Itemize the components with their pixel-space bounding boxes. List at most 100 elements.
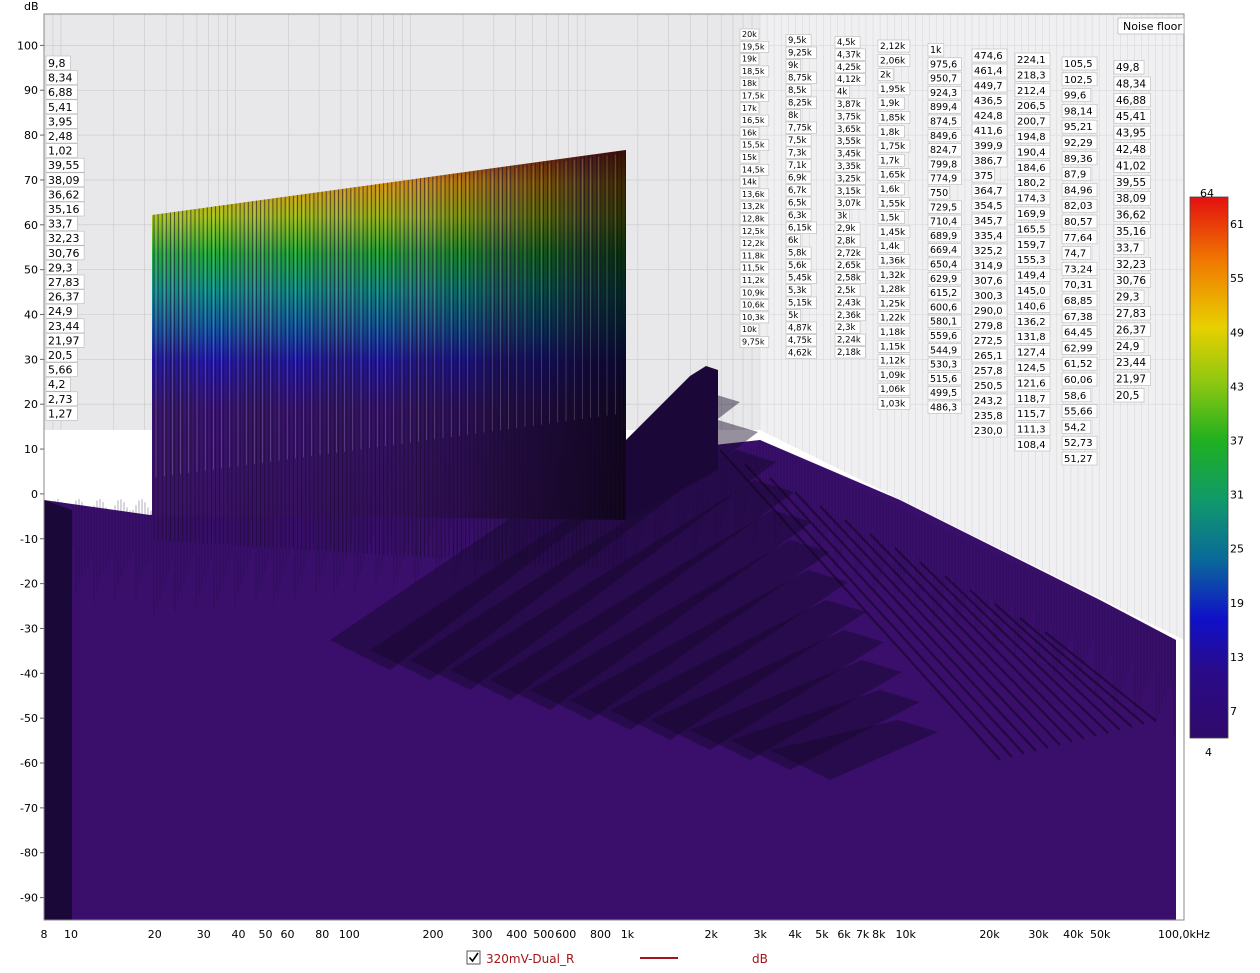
slice-label: 4,25k [837, 63, 861, 73]
slice-label: 5,6k [788, 261, 807, 271]
slice-label-box [834, 123, 866, 136]
slice-label: 184,6 [1017, 163, 1046, 174]
series-checkbox[interactable] [466, 950, 481, 965]
slice-label: 924,3 [930, 88, 957, 99]
slice-label: 325,2 [974, 246, 1003, 257]
x-tick-label: 80 [315, 928, 329, 941]
slice-label: 36,62 [1116, 210, 1146, 222]
harmonic-comb-lines [153, 150, 626, 570]
slice-label-box [785, 209, 812, 222]
slice-label: 26,37 [1116, 324, 1146, 336]
slice-label-box [1014, 114, 1051, 128]
x-tick-label: 30k [1028, 928, 1049, 941]
slice-label-box [927, 357, 962, 371]
slice-label-box [971, 63, 1008, 78]
slice-label-box [739, 213, 770, 225]
slice-label-box [834, 160, 866, 173]
slice-label: 774,9 [930, 174, 957, 185]
slice-label: 24,9 [1116, 341, 1139, 353]
slice-label-box [739, 28, 760, 41]
slice-label: 2,5k [837, 286, 856, 296]
slice-label: 14k [742, 178, 757, 187]
slice-label: 17k [742, 104, 757, 113]
x-tick-label: 8 [41, 928, 48, 941]
x-tick-label: 40k [1063, 928, 1084, 941]
slice-label-box [785, 321, 817, 334]
ridge-band [570, 570, 848, 730]
slice-label-box [834, 147, 866, 160]
slice-label: 335,4 [974, 231, 1003, 242]
slice-label-box [927, 314, 962, 329]
slice-label-box [1014, 376, 1051, 390]
slice-label-box [739, 200, 770, 213]
slice-label-box [877, 282, 911, 296]
slice-label: 212,4 [1017, 86, 1046, 97]
slice-label-box [877, 325, 911, 339]
slice-label-box [1061, 451, 1098, 466]
slice-label: 48,34 [1116, 78, 1146, 90]
slice-label: 36,62 [48, 188, 80, 201]
slice-label: 2,18k [837, 348, 861, 358]
slice-label: 544,9 [930, 345, 957, 356]
slice-label: 1,27 [48, 407, 73, 420]
slice-label: 1,6k [880, 185, 900, 195]
slice-label-box [971, 393, 1008, 408]
slice-label-box [877, 154, 905, 167]
slice-label-box [877, 354, 911, 367]
slice-label-box [45, 303, 78, 319]
slice-label-box [1113, 207, 1151, 222]
slice-label-box [927, 214, 962, 228]
slice-label: 9k [788, 61, 798, 71]
slice-label-box [971, 273, 1008, 288]
slice-label-box [834, 197, 866, 210]
slice-label-box [739, 53, 760, 65]
ridge-band [410, 450, 776, 690]
slice-label-box [785, 296, 817, 309]
slice-label-box [45, 406, 78, 421]
x-tick-label: 4k [788, 928, 802, 941]
ridge-band [770, 720, 938, 780]
slice-label: 9,75k [742, 338, 765, 347]
y-tick-label: -70 [20, 802, 38, 815]
ridge-line [1019, 617, 1145, 725]
slice-label-box [785, 259, 812, 272]
slice-label-box [739, 114, 770, 127]
slice-label: 15k [742, 153, 757, 162]
x-tick-label: 50k [1090, 928, 1111, 941]
slice-label-box [1014, 299, 1051, 313]
slice-label: 7,1k [788, 161, 807, 171]
slice-label-box [785, 109, 801, 122]
slice-label-box [834, 222, 861, 235]
slice-label: 689,9 [930, 231, 957, 242]
slice-label: 99,6 [1064, 91, 1086, 102]
slice-label: 2,3k [837, 323, 856, 333]
slice-label: 265,1 [974, 351, 1003, 362]
slice-label: 615,2 [930, 288, 957, 299]
slice-label-box [1061, 277, 1098, 292]
slice-label: 77,64 [1064, 233, 1093, 244]
slice-label: 1,45k [880, 228, 906, 238]
slice-label: 61,52 [1064, 359, 1093, 370]
slice-label-box [1061, 214, 1098, 229]
slice-label-box [971, 228, 1008, 243]
x-tick-label: 50 [258, 928, 272, 941]
slice-label: 8,5k [788, 86, 807, 96]
slice-label-box [877, 82, 911, 96]
slice-label-box [1061, 388, 1092, 403]
slice-label: 235,8 [974, 411, 1003, 422]
slice-label: 474,6 [974, 51, 1003, 62]
colorbar-label: 19 [1230, 597, 1244, 610]
slice-label-box [1113, 338, 1145, 354]
y-tick-label: 10 [24, 443, 38, 456]
slice-label: 27,83 [1116, 308, 1146, 320]
slice-label: 1,22k [880, 314, 906, 324]
slice-label-box [877, 168, 911, 181]
slice-label: 13,6k [742, 190, 765, 199]
slice-label: 38,09 [48, 174, 80, 187]
ridge-line [819, 505, 1049, 749]
slice-label: 41,02 [1116, 160, 1146, 172]
slice-label-box [877, 96, 905, 110]
slice-label: 2,24k [837, 336, 861, 346]
series-name[interactable]: 320mV-Dual_R [486, 952, 574, 966]
slice-label-box [45, 274, 85, 290]
